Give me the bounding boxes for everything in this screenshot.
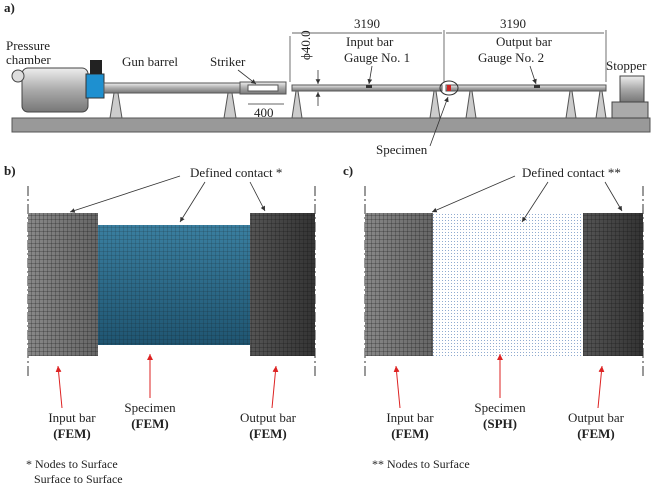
input-length: 3190 (354, 16, 380, 31)
stopper-base (611, 101, 649, 119)
arrow (521, 181, 549, 223)
striker (247, 84, 279, 92)
mesh-grid (28, 213, 98, 356)
arrow (529, 65, 537, 85)
gun-barrel (103, 82, 241, 94)
gauge-2-label: Gauge No. 2 (478, 50, 544, 65)
mesh-grid (365, 213, 433, 356)
contact-label: Defined contact ** (522, 165, 621, 180)
input-bar-label: Input bar (48, 410, 96, 425)
gun-barrel-label: Gun barrel (122, 54, 178, 69)
panel-a: a) Pressure chamber Gun barrel Striker 4… (4, 0, 651, 157)
arrow (249, 181, 266, 212)
arrow (179, 181, 206, 223)
footnote: Surface to Surface (34, 472, 123, 486)
panel-c: c) Defined contact ** Input bar (FEM) Sp… (343, 163, 644, 471)
arrow (429, 96, 449, 147)
arrow (69, 175, 181, 213)
arrow (367, 65, 373, 85)
gauge-1-label: Gauge No. 1 (344, 50, 410, 65)
input-bar-label: Input bar (386, 410, 434, 425)
gauge-2-mark (534, 85, 540, 88)
stopper (619, 75, 645, 103)
supports (109, 90, 607, 119)
pressure-chamber-label: chamber (6, 52, 51, 67)
base (11, 117, 651, 133)
panel-label: c) (343, 163, 353, 178)
specimen-label: Specimen (474, 400, 526, 415)
contact-label: Defined contact * (190, 165, 282, 180)
specimen (447, 85, 451, 91)
footnote: * Nodes to Surface (26, 457, 118, 471)
arrow (431, 175, 516, 213)
panel-label: a) (4, 0, 15, 15)
arrow (237, 69, 257, 85)
striker-label: Striker (210, 54, 246, 69)
specimen-circle (439, 80, 459, 96)
gauge-dial (11, 69, 25, 83)
valve-head (90, 60, 102, 74)
input-bar-label: Input bar (346, 34, 394, 49)
specimen-label: Specimen (124, 400, 176, 415)
method-label: (FEM) (391, 426, 429, 441)
gauge-1-mark (366, 85, 372, 88)
mesh-grid (583, 213, 643, 356)
striker-length: 400 (254, 105, 274, 120)
output-bar-label: Output bar (496, 34, 553, 49)
method-label: (FEM) (53, 426, 91, 441)
stopper-label: Stopper (606, 58, 647, 73)
output-length: 3190 (500, 16, 526, 31)
method-label: (FEM) (249, 426, 287, 441)
arrow (271, 365, 279, 409)
footnote: ** Nodes to Surface (372, 457, 470, 471)
specimen-label: Specimen (376, 142, 428, 157)
pressure-chamber-label: Pressure (6, 38, 50, 53)
panel-label: b) (4, 163, 16, 178)
arrow (604, 181, 623, 212)
specimen-particles (433, 213, 583, 356)
arrow (55, 365, 63, 409)
diameter-label: ϕ40.0 (298, 30, 313, 60)
method-label: (FEM) (577, 426, 615, 441)
pressure-chamber (21, 67, 89, 113)
panel-b: b) Defined contact * Input bar (FEM) Spe… (4, 163, 316, 486)
mesh-grid (98, 225, 250, 345)
method-label: (FEM) (131, 416, 169, 431)
output-bar-label: Output bar (240, 410, 297, 425)
arrow (393, 365, 401, 409)
output-bar (445, 84, 607, 92)
output-bar-label: Output bar (568, 410, 625, 425)
method-label: (SPH) (483, 416, 517, 431)
mesh-grid (250, 213, 315, 356)
arrow (597, 365, 605, 409)
valve (85, 73, 105, 99)
